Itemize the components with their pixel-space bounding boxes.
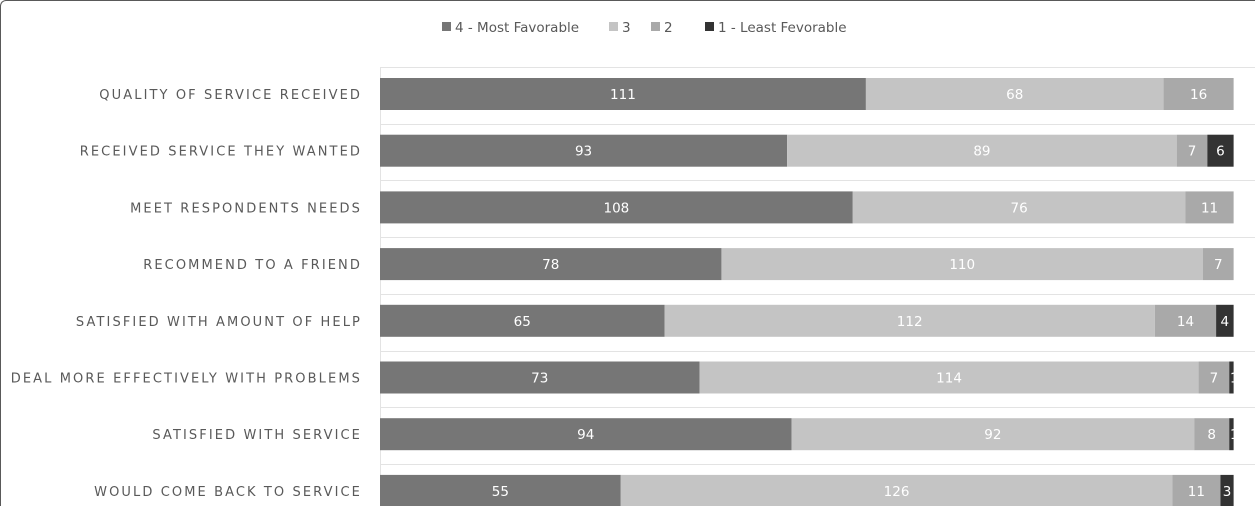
legend-label: 3 (622, 20, 631, 36)
data-label: 68 (1006, 87, 1023, 103)
data-label: 11 (1201, 200, 1218, 216)
legend-label: 2 (664, 20, 673, 36)
legend-swatch (609, 22, 618, 31)
bar-segment (791, 418, 1195, 451)
data-label: 0 (1234, 87, 1243, 103)
data-label: 7 (1214, 257, 1223, 273)
data-label: 8 (1207, 427, 1216, 443)
data-label: 4 (1221, 314, 1230, 330)
data-label: 111 (610, 87, 636, 103)
data-label: 0 (1234, 257, 1243, 273)
category-label: RECOMMEND TO A FRIEND (143, 258, 362, 273)
bar-segment (1216, 304, 1234, 337)
data-label: 6 (1216, 144, 1225, 160)
data-label: 78 (542, 257, 559, 273)
data-label: 93 (575, 144, 592, 160)
bars (380, 78, 1234, 506)
bar-segment (1163, 78, 1234, 110)
bar-segment (1172, 474, 1221, 506)
data-label: 14 (1177, 314, 1194, 330)
bar-segment (620, 474, 1173, 506)
bar-segment (380, 474, 621, 506)
bar-segment (699, 361, 1199, 394)
legend-label: 1 - Least Fevorable (718, 20, 847, 36)
bar-segment (852, 191, 1186, 224)
bar-segment (1220, 474, 1234, 506)
bar-segment (380, 361, 700, 394)
bar-segment (721, 248, 1203, 281)
data-label: 55 (492, 484, 509, 500)
legend-swatch (442, 22, 451, 31)
data-label: 16 (1190, 87, 1207, 103)
grid-lines (380, 67, 1255, 506)
data-label: 108 (603, 200, 629, 216)
data-label: 11 (1188, 484, 1205, 500)
category-label: MEET RESPONDENTS NEEDS (130, 201, 362, 216)
bar-segment (1198, 361, 1230, 394)
data-label: 7 (1210, 371, 1219, 387)
bar-segment (380, 418, 792, 451)
data-label: 110 (949, 257, 975, 273)
category-label: QUALITY OF SERVICE RECEIVED (99, 88, 362, 103)
category-label: SATISFIED WITH SERVICE (152, 428, 362, 443)
data-label: 3 (1223, 484, 1232, 500)
bar-segment (865, 78, 1164, 110)
data-label: 1 (1230, 371, 1239, 387)
data-label: 73 (531, 371, 548, 387)
bar-segment (380, 134, 788, 167)
category-label: WOULD COME BACK TO SERVICE (94, 485, 362, 500)
data-label: 7 (1188, 144, 1197, 160)
bar-segment (1207, 134, 1234, 167)
category-label: SATISFIED WITH AMOUNT OF HELP (76, 315, 362, 330)
legend-swatch (705, 22, 714, 31)
bar-segment (380, 191, 853, 224)
data-label: 126 (884, 484, 910, 500)
bar-segment (380, 304, 665, 337)
bar-segment (1185, 191, 1234, 224)
data-label: 112 (897, 314, 923, 330)
legend-swatch (651, 22, 660, 31)
category-labels: QUALITY OF SERVICE RECEIVED RECEIVED SERV… (11, 88, 362, 500)
bar-segment (1202, 248, 1234, 281)
legend-label: 4 - Most Favorable (455, 20, 579, 36)
bar-segment (1194, 418, 1230, 451)
bar-segment (380, 78, 866, 110)
bar-segment (1229, 418, 1234, 451)
bar-segment (380, 248, 722, 281)
bar-segment (664, 304, 1155, 337)
data-label: 94 (577, 427, 594, 443)
data-label: 89 (973, 144, 990, 160)
data-label: 92 (984, 427, 1001, 443)
data-label: 1 (1230, 427, 1239, 443)
data-label: 114 (936, 371, 962, 387)
data-label: 76 (1011, 200, 1028, 216)
bar-segment (1154, 304, 1217, 337)
category-label: DEAL MORE EFFECTIVELY WITH PROBLEMS (11, 372, 362, 387)
bar-segment (1229, 361, 1234, 394)
data-label: 0 (1234, 200, 1243, 216)
bar-segment (787, 134, 1177, 167)
legend: 4 - Most Favorable 3 2 1 - Least Fevorable (442, 20, 847, 36)
category-label: RECEIVED SERVICE THEY WANTED (80, 145, 362, 160)
bar-segment (1176, 134, 1208, 167)
data-label: 65 (514, 314, 531, 330)
